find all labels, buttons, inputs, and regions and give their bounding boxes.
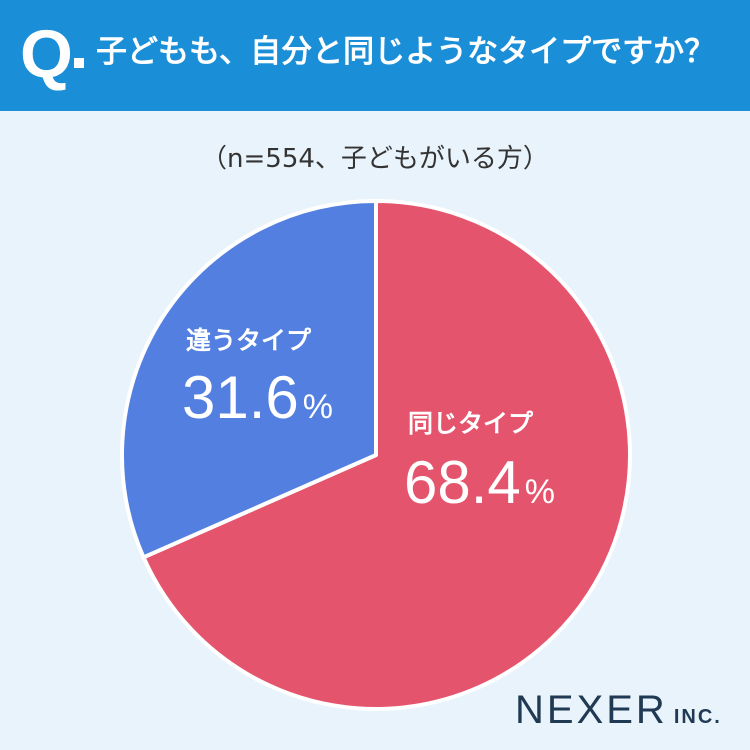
question-text: 子どもも、自分と同じようなタイプですか？ (96, 34, 716, 70)
slice-label-same-type: 同じタイプ (408, 409, 534, 438)
logo-main-text: NEXER (515, 688, 668, 732)
nexer-logo: NEXER INC. (515, 688, 722, 733)
question-header: Q 子どもも、自分と同じようなタイプですか？ (0, 0, 750, 111)
q-mark: Q (20, 16, 73, 92)
pie-slice-different-type (120, 199, 378, 560)
sample-size-subtitle: （n=554、子どもがいる方） (201, 144, 549, 174)
q-dot-decoration (74, 58, 84, 68)
pie-slice-same-type (141, 199, 632, 711)
logo-suffix-text: INC. (673, 706, 722, 728)
slice-label-different-type: 違うタイプ (186, 326, 312, 355)
slice-value-different-type: 31.6% (182, 364, 333, 431)
slice-value-same-type: 68.4% (404, 449, 555, 516)
